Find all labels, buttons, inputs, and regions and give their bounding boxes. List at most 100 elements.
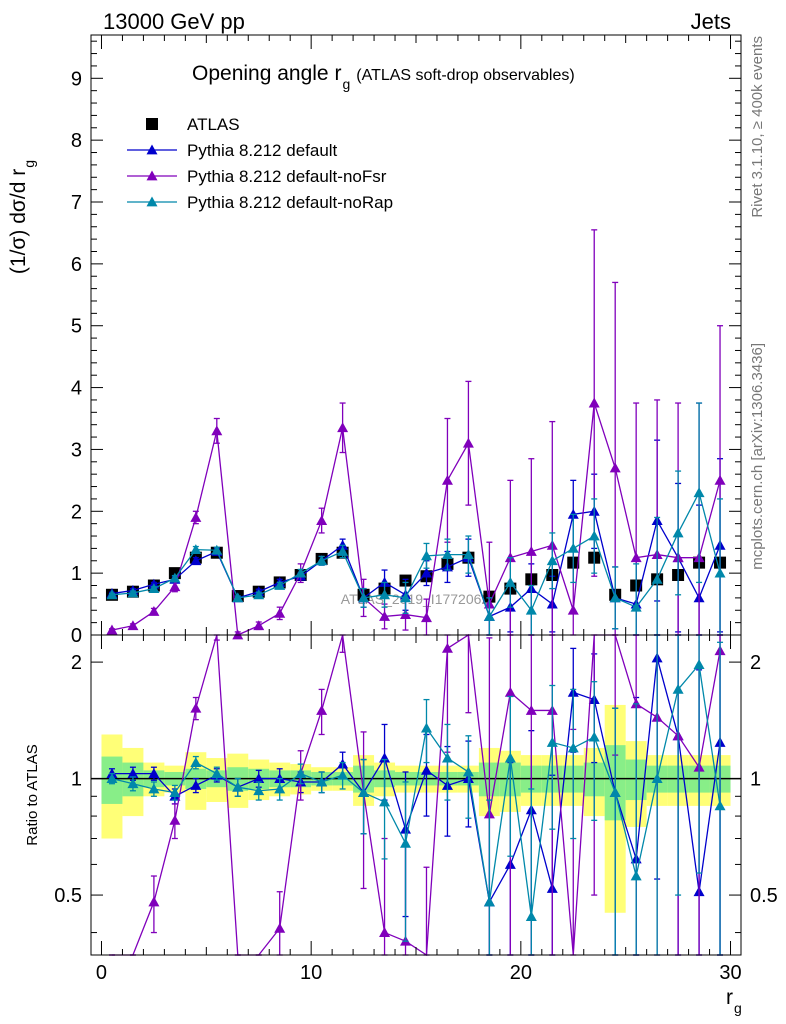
- series-marker: [106, 589, 118, 600]
- rivet-version-label: Rivet 3.1.10, ≥ 400k events: [749, 36, 766, 218]
- series-marker: [211, 544, 223, 555]
- ratio-y-tick-label-right: 0.5: [750, 885, 778, 907]
- ratio-series-marker: [504, 752, 516, 763]
- ratio-series-marker: [379, 927, 391, 937]
- ratio-y-tick-label-right: 2: [750, 652, 761, 674]
- series-marker: [232, 592, 244, 603]
- legend-label: Pythia 8.212 default-noFsr: [187, 167, 387, 186]
- series-marker: [441, 474, 453, 485]
- ratio-series-marker: [190, 779, 202, 790]
- series-marker: [588, 397, 600, 408]
- ratio-series-marker: [127, 778, 139, 789]
- main-y-tick-labels: 0 1 2 3 4 5 6 7 8 9: [71, 68, 82, 647]
- ratio-series-marker: [546, 736, 558, 747]
- ratio-series-marker: [211, 768, 223, 779]
- main-series-layer: [105, 229, 727, 640]
- series-marker: [609, 462, 621, 473]
- x-axis-label-text: r: [726, 986, 733, 1009]
- ratio-series-marker: [127, 768, 139, 779]
- main-axes: [91, 35, 741, 636]
- ratio-series-marker: [316, 776, 328, 787]
- legend-marker-triangle: [146, 170, 158, 181]
- series-marker: [714, 474, 726, 485]
- x-tick-label: 30: [719, 962, 741, 984]
- main-panel: ATLAS_2019_I1772062 0 1 2 3 4 5 6 7 8 9: [71, 34, 742, 647]
- ratio-series-marker: [441, 752, 453, 763]
- main-y-tick-label: 3: [71, 439, 82, 461]
- series-marker: [295, 567, 307, 578]
- x-axis-label-subscript: g: [734, 1000, 742, 1016]
- series-marker: [148, 605, 160, 616]
- series-marker: [337, 545, 349, 556]
- ratio-series-marker: [148, 768, 160, 779]
- main-y-tick-label: 2: [71, 501, 82, 523]
- ratio-series-marker: [148, 783, 160, 794]
- ratio-series-marker: [295, 768, 307, 779]
- ratio-series-marker: [504, 686, 516, 697]
- series-marker: [462, 437, 474, 448]
- header-left-label: 13000 GeV pp: [103, 9, 245, 34]
- ratio-series-marker: [274, 922, 286, 933]
- ratio-series-marker: [274, 783, 286, 794]
- ratio-series-pythia-8-212-default-norap: [106, 634, 726, 956]
- main-y-tick-label: 6: [71, 254, 82, 276]
- ratio-frame: [90, 634, 742, 956]
- series-marker: [190, 544, 202, 555]
- ratio-series-marker: [630, 870, 642, 881]
- legend: ATLAS Pythia 8.212 default Pythia 8.212 de…: [127, 115, 393, 212]
- series-marker: [253, 589, 265, 600]
- series-marker: [316, 515, 328, 525]
- series-marker: [525, 545, 537, 556]
- ratio-y-tick-label-left: 0.5: [54, 885, 82, 907]
- ratio-series-marker: [316, 704, 328, 715]
- series-marker: [127, 620, 139, 631]
- ratio-series-marker: [462, 766, 474, 777]
- series-marker: [420, 550, 432, 561]
- main-title-text: Opening angle r: [192, 62, 341, 85]
- main-title: Opening angle rg (ATLAS soft-drop observa…: [192, 62, 575, 92]
- series-marker: [190, 555, 202, 566]
- ratio-y-tick-label-right: 1: [750, 769, 761, 791]
- ratio-series-marker: [253, 773, 265, 783]
- ratio-series-marker: [169, 787, 181, 797]
- main-y-axis-label-subscript: g: [21, 160, 37, 168]
- series-marker: [253, 620, 265, 631]
- ratio-series-marker: [714, 800, 726, 811]
- x-tick-label: 20: [510, 962, 532, 984]
- ratio-series-marker: [232, 781, 244, 792]
- ratio-series-marker: [420, 764, 432, 775]
- ratio-series-marker: [672, 683, 684, 694]
- series-marker: [106, 624, 118, 635]
- legend-entry: Pythia 8.212 default-noFsr: [127, 167, 387, 186]
- series-marker: [148, 583, 160, 594]
- series-marker: [169, 581, 181, 592]
- series-marker: [232, 629, 244, 640]
- series-marker: [567, 542, 579, 553]
- ratio-series-marker: [337, 769, 349, 780]
- mcplots-label: mcplots.cern.ch [arXiv:1306.3436]: [749, 343, 766, 570]
- main-y-tick-label: 4: [71, 378, 82, 400]
- main-title-subscript: g: [342, 76, 350, 92]
- x-tick-label: 0: [96, 962, 107, 984]
- series-marker: [211, 425, 223, 436]
- series-marker: [609, 592, 621, 603]
- x-tick-label: 10: [300, 962, 322, 984]
- header-right-label: Jets: [691, 9, 731, 34]
- legend-marker-triangle: [146, 144, 158, 155]
- series-marker: [169, 572, 181, 583]
- series-marker: [420, 612, 432, 623]
- series-marker: [651, 573, 663, 584]
- main-y-tick-label: 9: [71, 68, 82, 90]
- ratio-panel: 0.5 0.51 12 20 10 20 30: [54, 633, 778, 984]
- ratio-series-marker: [358, 787, 370, 797]
- legend-entry: Pythia 8.212 default: [127, 141, 338, 160]
- legend-entry: ATLAS: [146, 115, 240, 134]
- series-line: [111, 402, 721, 636]
- ratio-y-axis-label: Ratio to ATLAS: [24, 744, 41, 845]
- series-marker: [274, 607, 286, 618]
- series-marker: [504, 576, 516, 587]
- main-series-pythia-8-212-default-norap: [106, 402, 726, 636]
- ratio-series-marker: [400, 837, 412, 848]
- series-marker: [400, 609, 412, 619]
